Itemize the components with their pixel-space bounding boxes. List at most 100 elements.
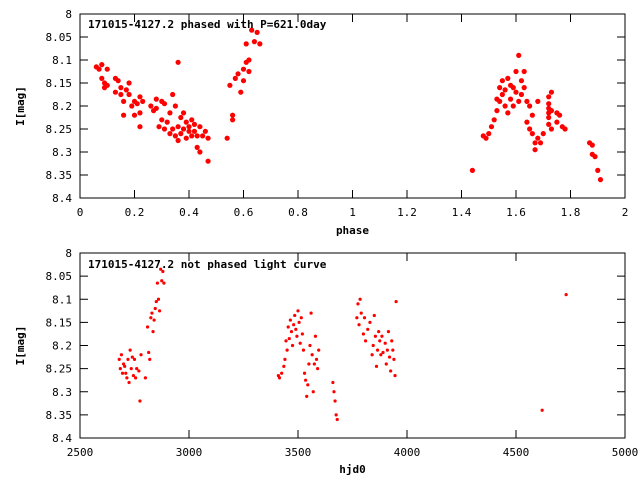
unphased-plot-data-point xyxy=(313,334,318,338)
unphased-plot-data-point xyxy=(375,348,380,352)
unphased-plot-data-point xyxy=(155,281,159,285)
phased-plot-data-point xyxy=(183,119,189,125)
unphased-plot-data-point xyxy=(299,316,303,320)
unphased-plot-data-point xyxy=(143,376,147,380)
unphased-plot-data-point xyxy=(361,332,365,336)
unphased-plot-data-point xyxy=(385,348,389,352)
phased-plot-data-point xyxy=(238,89,244,95)
phased-plot-data-point xyxy=(186,128,192,134)
phased-plot-data-point xyxy=(178,131,184,137)
phased-plot-data-point xyxy=(483,135,489,141)
phased-plot-data-point xyxy=(521,68,527,75)
phased-plot-data-point xyxy=(548,108,555,114)
phased-plot-data-point xyxy=(134,101,140,107)
phased-plot-data-point xyxy=(183,135,189,141)
unphased-plot-data-point xyxy=(304,378,308,382)
phased-plot-x-tick-label: 2 xyxy=(622,206,629,219)
unphased-plot-data-point xyxy=(300,332,304,336)
phased-plot-y-tick-label: 8.1 xyxy=(52,54,72,67)
unphased-plot-data-point xyxy=(309,311,313,315)
unphased-plot-data-point xyxy=(138,399,142,403)
phased-plot-data-point xyxy=(518,91,525,98)
unphased-plot-data-point xyxy=(147,350,151,355)
unphased-plot-x-tick-label: 3000 xyxy=(176,446,203,459)
phased-plot-data-point xyxy=(562,126,568,132)
unphased-plot-data-point xyxy=(540,408,544,412)
unphased-plot-data-point xyxy=(132,357,137,361)
unphased-plot-data-point xyxy=(393,373,397,378)
phased-plot-data-point xyxy=(510,103,516,109)
unphased-plot-data-point xyxy=(374,364,379,368)
unphased-plot-data-point xyxy=(564,293,568,297)
phased-plot-data-point xyxy=(161,126,168,132)
phased-plot-data-point xyxy=(497,98,503,104)
phased-plot-data-point xyxy=(246,57,252,63)
unphased-plot-data-point xyxy=(293,313,297,318)
phased-plot-data-point xyxy=(257,41,263,47)
phased-plot-data-point xyxy=(131,112,138,118)
phased-plot-y-tick-label: 8.05 xyxy=(46,31,73,44)
unphased-plot-data-point xyxy=(377,330,381,334)
phased-plot-data-point xyxy=(232,75,238,81)
phased-plot-data-point xyxy=(137,94,143,100)
unphased-plot-data-point xyxy=(378,339,382,343)
unphased-plot-data-point xyxy=(288,318,292,322)
phased-plot-y-tick-label: 8.3 xyxy=(52,146,72,159)
unphased-plot-data-point xyxy=(148,357,152,361)
unphased-plot-data-point xyxy=(124,371,128,375)
phased-plot-data-point xyxy=(529,112,535,118)
phased-plot-data-point xyxy=(486,131,492,137)
phased-plot-y-tick-label: 8.2 xyxy=(52,100,72,113)
unphased-plot-title: 171015-4127.2 not phased light curve xyxy=(88,258,327,271)
phased-plot-data-point xyxy=(235,71,241,77)
unphased-plot-data-point xyxy=(335,417,339,422)
phased-plot-data-point xyxy=(197,149,203,155)
phased-plot-data-point xyxy=(254,29,260,35)
phased-plot-data-point xyxy=(546,94,552,100)
unphased-plot-data-point xyxy=(333,399,337,403)
unphased-plot-data-point xyxy=(280,371,284,375)
phased-plot-data-point xyxy=(240,78,247,84)
phased-plot-data-point xyxy=(230,112,236,118)
phased-plot-data-point xyxy=(205,135,211,141)
unphased-plot-data-point xyxy=(389,369,393,373)
unphased-plot-data-point xyxy=(160,279,164,283)
unphased-plot-data-point xyxy=(366,327,370,331)
phased-plot-data-point xyxy=(172,103,178,109)
phased-plot-y-tick-label: 8 xyxy=(65,8,72,21)
unphased-plot-y-tick-label: 8.25 xyxy=(46,363,73,376)
phased-plot-data-point xyxy=(148,103,154,109)
unphased-plot-data-point xyxy=(306,383,310,387)
unphased-plot-data-point xyxy=(301,348,306,352)
phased-plot-data-point xyxy=(505,75,511,81)
phased-plot-data-point xyxy=(224,135,230,141)
unphased-plot-data-point xyxy=(152,318,156,322)
phased-plot-data-point xyxy=(170,126,176,132)
phased-plot-data-point xyxy=(548,126,555,132)
phased-plot-data-point xyxy=(243,41,249,47)
unphased-plot-data-point xyxy=(394,299,398,304)
phased-plot-data-point xyxy=(507,96,514,102)
phased-plot-data-point xyxy=(540,131,546,137)
phased-plot-data-point xyxy=(546,114,552,121)
phased-plot-data-point xyxy=(153,105,159,111)
unphased-plot-data-point xyxy=(305,394,309,398)
unphased-plot-data-point xyxy=(119,353,124,357)
unphased-plot-data-point xyxy=(149,316,153,320)
unphased-plot-y-tick-label: 8.3 xyxy=(52,386,72,399)
unphased-plot-y-tick-label: 8.05 xyxy=(46,270,73,283)
unphased-plot-data-point xyxy=(386,330,391,334)
phased-plot-data-point xyxy=(557,112,563,118)
phased-plot-data-point xyxy=(510,85,516,91)
phased-plot-data-point xyxy=(180,110,187,116)
unphased-plot-data-point xyxy=(362,316,367,320)
unphased-plot-data-point xyxy=(292,323,296,327)
phased-plot-data-point xyxy=(554,119,560,125)
phased-plot-y-label: I[mag] xyxy=(14,86,27,126)
phased-plot-x-tick-label: 0.8 xyxy=(288,206,308,219)
phased-plot-data-point xyxy=(532,140,538,146)
phased-plot-data-point xyxy=(99,75,105,81)
unphased-plot-points xyxy=(117,267,568,422)
unphased-plot-data-point xyxy=(311,390,315,394)
unphased-plot-x-tick-label: 4500 xyxy=(503,446,530,459)
